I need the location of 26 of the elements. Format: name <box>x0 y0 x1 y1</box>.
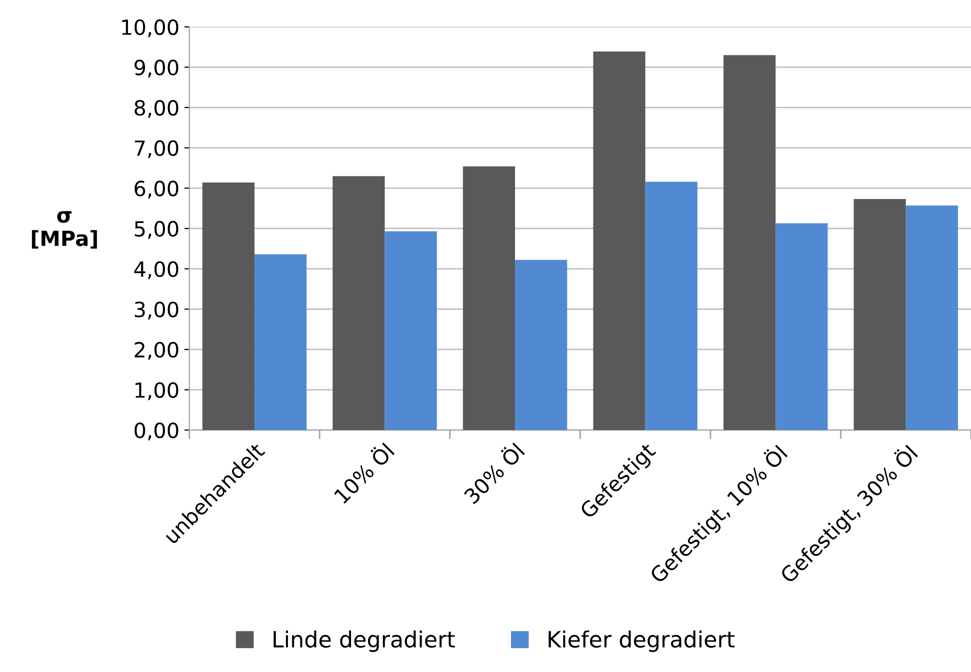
bar <box>906 206 958 430</box>
legend-label: Kiefer degradiert <box>548 630 735 652</box>
y-tick-label: 2,00 <box>134 342 178 360</box>
bar <box>384 231 437 430</box>
y-tick-label: 3,00 <box>134 302 178 320</box>
legend-label: Linde degradiert <box>274 630 455 652</box>
y-tick-label: 7,00 <box>134 140 178 158</box>
y-tick-label: 5,00 <box>134 220 178 239</box>
y-tick-label: 10,00 <box>122 19 178 38</box>
bar <box>776 223 828 430</box>
y-tick-label: 1,00 <box>136 382 178 400</box>
bar <box>723 55 776 430</box>
bar <box>854 199 906 430</box>
bar <box>515 260 568 430</box>
y-tick-label: 0,00 <box>134 422 178 440</box>
y-tick-label: 8,00 <box>134 100 178 118</box>
y-tick-label: 6,00 <box>134 180 178 198</box>
y-tick-label: 4,00 <box>134 261 178 280</box>
y-tick-label: 9,00 <box>134 60 178 78</box>
bar <box>202 182 254 430</box>
bar <box>332 176 385 430</box>
bar <box>462 166 516 430</box>
bar <box>593 51 646 430</box>
bar <box>254 254 307 430</box>
y-axis-title: σ [MPa] <box>32 211 97 249</box>
bar <box>645 182 698 430</box>
